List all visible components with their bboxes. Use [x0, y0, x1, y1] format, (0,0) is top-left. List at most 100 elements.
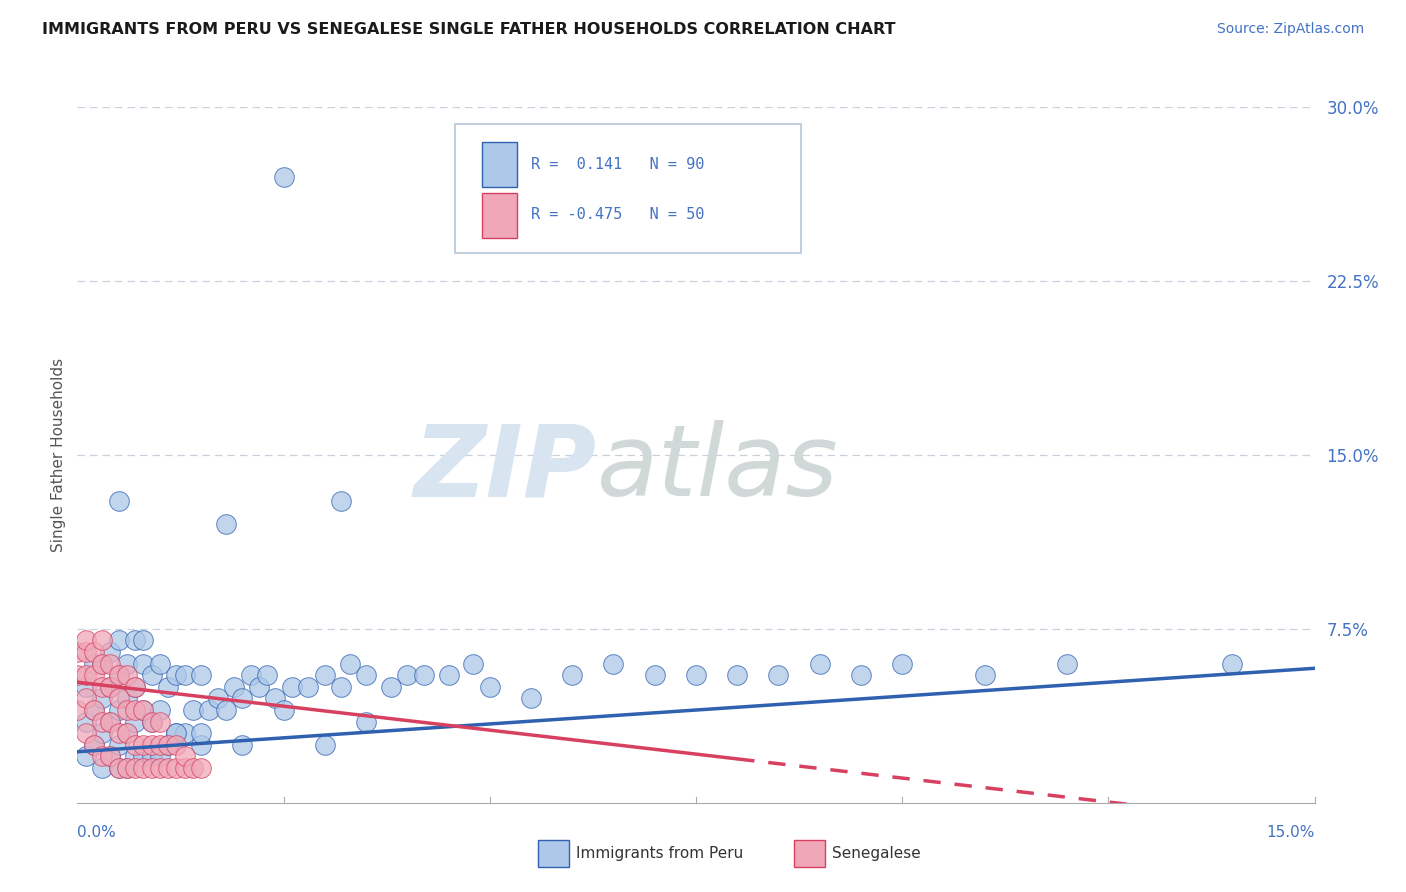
- Point: [115, 761, 138, 775]
- Point: [330, 494, 353, 508]
- Point: [83, 657, 105, 671]
- Point: [222, 680, 245, 694]
- Point: [173, 749, 195, 764]
- Point: [207, 691, 229, 706]
- Point: [808, 657, 831, 671]
- Point: [314, 668, 336, 682]
- Point: [396, 668, 419, 682]
- Point: [91, 657, 114, 671]
- Point: [124, 680, 146, 694]
- Point: [354, 714, 377, 729]
- Point: [98, 680, 121, 694]
- Point: [314, 738, 336, 752]
- Point: [124, 633, 146, 648]
- Point: [98, 714, 121, 729]
- Point: [339, 657, 361, 671]
- Point: [91, 726, 114, 740]
- Point: [91, 691, 114, 706]
- Point: [107, 668, 129, 682]
- Text: 0.0%: 0.0%: [77, 825, 117, 840]
- Point: [91, 633, 114, 648]
- Point: [98, 714, 121, 729]
- Point: [115, 691, 138, 706]
- Point: [115, 703, 138, 717]
- Point: [644, 668, 666, 682]
- Bar: [482, 193, 516, 238]
- Point: [463, 657, 485, 671]
- Point: [115, 668, 138, 682]
- Point: [380, 680, 402, 694]
- Point: [173, 668, 195, 682]
- Point: [165, 738, 187, 752]
- Point: [1220, 657, 1243, 671]
- Point: [173, 761, 195, 775]
- Point: [190, 668, 212, 682]
- Point: [132, 633, 155, 648]
- Point: [190, 761, 212, 775]
- Point: [83, 645, 105, 659]
- Point: [107, 761, 129, 775]
- Point: [273, 169, 295, 184]
- Point: [124, 714, 146, 729]
- Point: [115, 761, 138, 775]
- Point: [75, 668, 97, 682]
- Point: [107, 691, 129, 706]
- Point: [198, 703, 221, 717]
- Point: [75, 714, 97, 729]
- Point: [66, 703, 89, 717]
- Point: [173, 726, 195, 740]
- Text: R =  0.141   N = 90: R = 0.141 N = 90: [531, 157, 704, 171]
- Point: [132, 738, 155, 752]
- Point: [107, 726, 129, 740]
- Point: [83, 703, 105, 717]
- Text: Source: ZipAtlas.com: Source: ZipAtlas.com: [1216, 22, 1364, 37]
- Point: [132, 703, 155, 717]
- Point: [215, 703, 238, 717]
- Point: [141, 738, 163, 752]
- Point: [165, 726, 187, 740]
- Point: [107, 668, 129, 682]
- Point: [190, 738, 212, 752]
- Point: [149, 657, 172, 671]
- Point: [132, 761, 155, 775]
- Point: [75, 749, 97, 764]
- Point: [141, 761, 163, 775]
- Point: [281, 680, 304, 694]
- Point: [75, 726, 97, 740]
- Point: [231, 738, 253, 752]
- Point: [149, 738, 172, 752]
- Point: [190, 726, 212, 740]
- Point: [141, 714, 163, 729]
- Point: [157, 738, 180, 752]
- Point: [124, 680, 146, 694]
- Point: [98, 749, 121, 764]
- Point: [132, 657, 155, 671]
- Point: [75, 633, 97, 648]
- Point: [115, 657, 138, 671]
- Point: [83, 738, 105, 752]
- Point: [354, 668, 377, 682]
- Point: [83, 738, 105, 752]
- Point: [165, 761, 187, 775]
- Point: [115, 726, 138, 740]
- Point: [239, 668, 262, 682]
- Point: [725, 668, 748, 682]
- Point: [66, 645, 89, 659]
- Point: [107, 494, 129, 508]
- Text: 15.0%: 15.0%: [1267, 825, 1315, 840]
- Point: [91, 680, 114, 694]
- Point: [98, 749, 121, 764]
- Point: [273, 703, 295, 717]
- Point: [91, 714, 114, 729]
- Text: ZIP: ZIP: [413, 420, 598, 517]
- Point: [1056, 657, 1078, 671]
- Point: [149, 761, 172, 775]
- Point: [181, 703, 204, 717]
- FancyBboxPatch shape: [454, 124, 801, 253]
- Point: [157, 738, 180, 752]
- Point: [412, 668, 434, 682]
- Point: [107, 738, 129, 752]
- Point: [478, 680, 501, 694]
- Point: [115, 726, 138, 740]
- Text: Immigrants from Peru: Immigrants from Peru: [576, 847, 744, 861]
